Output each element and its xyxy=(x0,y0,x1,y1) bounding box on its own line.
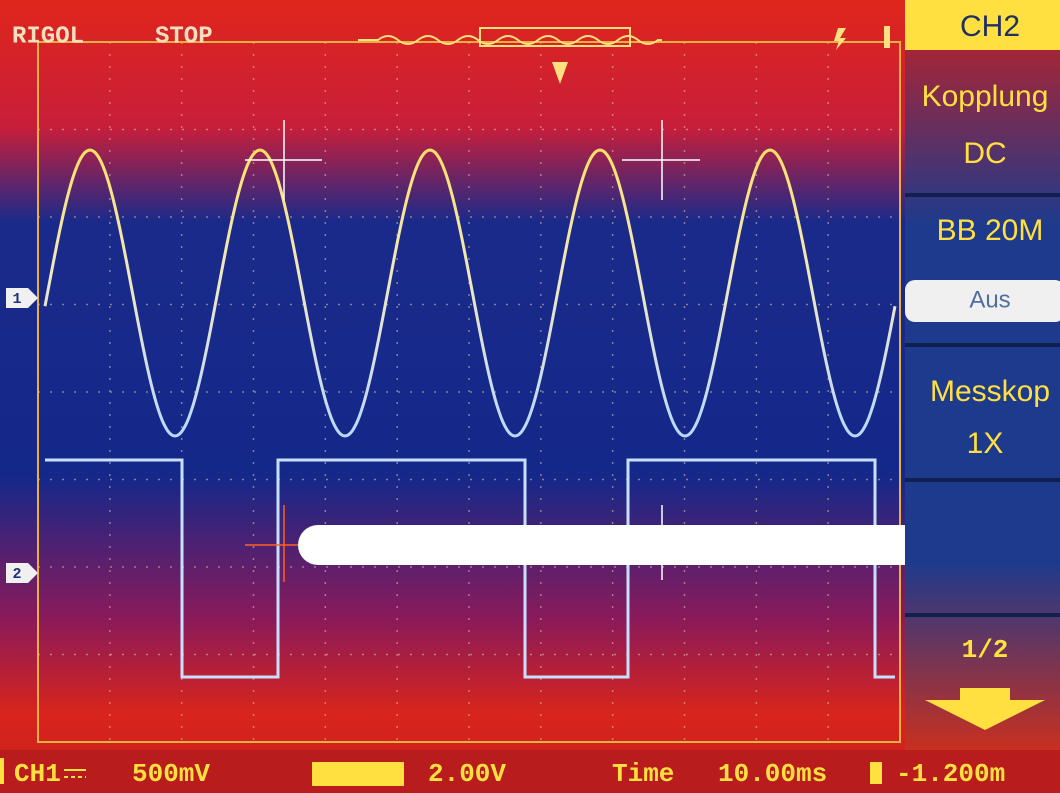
menu-title: CH2 xyxy=(960,10,1020,43)
menu-label[interactable]: Messkop xyxy=(930,375,1050,408)
menu-page[interactable]: 1/2 xyxy=(962,635,1009,665)
ch2-marker-label: 2 xyxy=(12,566,21,583)
ch1-label: CH1 xyxy=(14,759,61,789)
menu-value[interactable]: Aus xyxy=(969,286,1010,313)
scope-screen: RIGOL STOP 1 2 CH2 Kopplung DC BB 20M Au… xyxy=(0,0,1060,793)
trigger-offset-icon xyxy=(870,762,882,784)
menu-value[interactable]: DC xyxy=(963,137,1006,170)
time-label: Time xyxy=(612,759,674,789)
status-bar xyxy=(884,26,890,48)
time-scale: 10.00ms xyxy=(718,759,827,789)
brand: RIGOL xyxy=(12,23,84,50)
ch1-scale: 500mV xyxy=(132,759,210,789)
ch2-scale: 2.00V xyxy=(428,759,506,789)
ch1-marker-label: 1 xyxy=(12,291,21,308)
menu-label[interactable]: Kopplung xyxy=(922,80,1049,113)
run-status: STOP xyxy=(155,23,213,50)
footer-edge xyxy=(0,758,4,784)
menu-value[interactable]: 1X xyxy=(967,427,1004,460)
menu-label[interactable]: BB 20M xyxy=(937,214,1044,247)
ch2-icon xyxy=(312,762,404,786)
trigger-offset: -1.200m xyxy=(896,759,1005,789)
